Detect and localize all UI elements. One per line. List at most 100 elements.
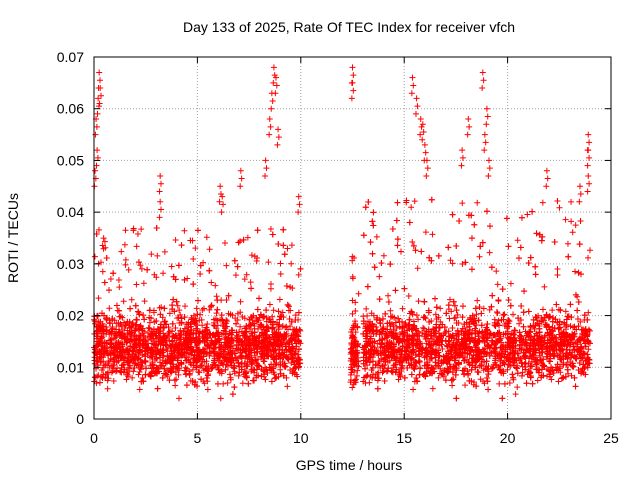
data-point: [175, 371, 182, 378]
data-point: [486, 352, 493, 359]
data-point: [446, 296, 453, 303]
data-point: [219, 317, 226, 324]
data-point: [422, 229, 429, 236]
data-point: [510, 311, 517, 318]
data-point: [557, 307, 564, 314]
data-point: [226, 371, 233, 378]
data-point: [199, 322, 206, 329]
data-point: [139, 374, 146, 381]
data-point: [518, 302, 525, 309]
data-point: [258, 373, 265, 380]
data-point: [280, 335, 287, 342]
data-point: [263, 328, 270, 335]
data-point: [366, 359, 373, 366]
data-point: [452, 371, 459, 378]
data-point: [237, 238, 244, 245]
data-point: [254, 306, 261, 313]
data-point: [121, 241, 128, 248]
data-point: [501, 380, 508, 387]
data-point: [266, 316, 273, 323]
data-point: [241, 315, 248, 322]
data-point: [532, 263, 539, 270]
data-point: [182, 371, 189, 378]
data-point: [95, 295, 102, 302]
data-point: [482, 328, 489, 335]
data-point: [504, 366, 511, 373]
data-point: [98, 367, 105, 374]
data-point: [447, 257, 454, 264]
data-point: [125, 266, 132, 273]
data-point: [181, 276, 188, 283]
data-point: [472, 344, 479, 351]
data-point: [432, 295, 439, 302]
data-point: [238, 353, 245, 360]
data-point: [419, 330, 426, 337]
data-point: [110, 365, 117, 372]
data-point: [110, 270, 117, 277]
data-point: [201, 330, 208, 337]
data-point: [158, 362, 165, 369]
data-point: [277, 260, 284, 267]
data-point: [558, 334, 565, 341]
data-point: [172, 332, 179, 339]
data-point: [553, 301, 560, 308]
data-point: [351, 360, 358, 367]
data-point: [565, 313, 572, 320]
data-point: [577, 218, 584, 225]
data-point: [129, 320, 136, 327]
data-point: [284, 301, 291, 308]
data-point: [294, 355, 301, 362]
data-point: [347, 351, 354, 358]
data-point: [203, 358, 210, 365]
data-point: [232, 354, 239, 361]
data-point: [582, 371, 589, 378]
data-point: [201, 339, 208, 346]
data-point: [296, 360, 303, 367]
data-point: [94, 327, 101, 334]
data-point: [237, 309, 244, 316]
data-point: [181, 314, 188, 321]
data-point: [503, 357, 510, 364]
data-point: [354, 367, 361, 374]
data-point: [170, 296, 177, 303]
data-point: [288, 360, 295, 367]
data-point: [218, 316, 225, 323]
data-point: [193, 322, 200, 329]
data-point: [451, 302, 458, 309]
data-point: [351, 377, 358, 384]
data-point: [193, 329, 200, 336]
data-point: [166, 310, 173, 317]
data-point: [243, 348, 250, 355]
data-point: [137, 323, 144, 330]
data-point: [412, 247, 419, 254]
data-point: [118, 353, 125, 360]
data-point: [449, 211, 456, 218]
data-point: [258, 353, 265, 360]
data-point: [416, 365, 423, 372]
data-point: [490, 332, 497, 339]
data-point: [191, 337, 198, 344]
data-point: [478, 363, 485, 370]
data-point: [137, 332, 144, 339]
data-point: [178, 319, 185, 326]
data-point: [529, 208, 536, 215]
data-point: [97, 359, 104, 366]
data-point: [244, 333, 251, 340]
data-point: [255, 372, 262, 379]
data-point: [175, 262, 182, 269]
data-point: [514, 237, 521, 244]
data-point: [352, 338, 359, 345]
data-point: [253, 342, 260, 349]
data-point: [350, 333, 357, 340]
data-point: [174, 302, 181, 309]
data-point: [133, 243, 140, 250]
data-point: [175, 395, 182, 402]
data-point: [526, 355, 533, 362]
data-point: [131, 345, 138, 352]
data-point: [408, 371, 415, 378]
data-point: [207, 303, 214, 310]
data-point: [184, 275, 191, 282]
data-point: [389, 225, 396, 232]
data-point: [204, 349, 211, 356]
data-point: [233, 345, 240, 352]
